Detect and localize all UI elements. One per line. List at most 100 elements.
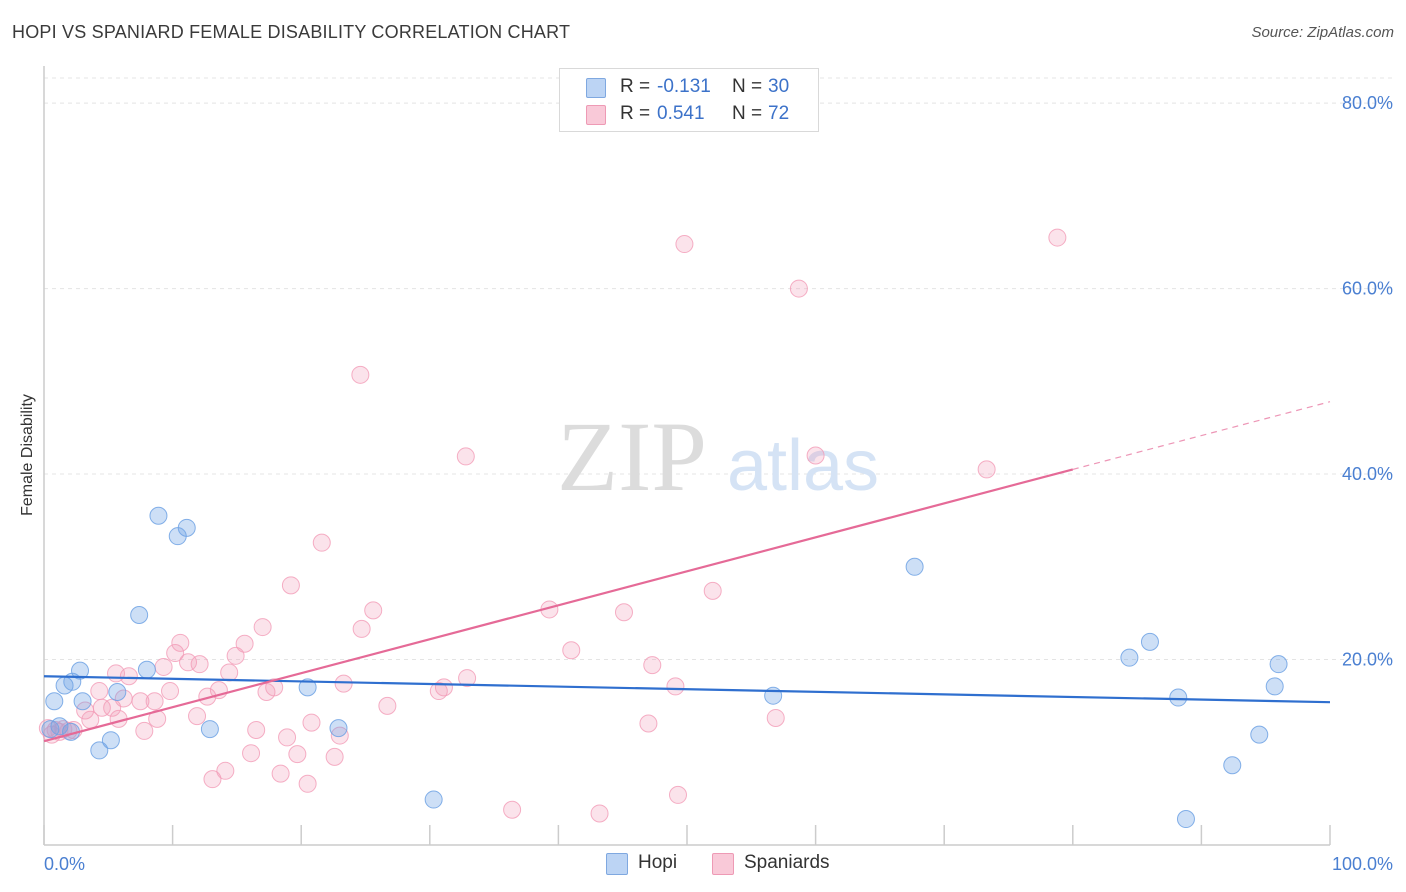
hopi-point: [200, 720, 219, 739]
hopi-point: [108, 682, 127, 701]
spaniards-trend-line: [43, 468, 1074, 743]
spaniards-point: [298, 774, 317, 793]
y-tick-label: 20.0%: [1342, 650, 1393, 670]
spaniards-point: [302, 713, 321, 732]
spaniards-point: [235, 634, 254, 653]
y-tick-label: 80.0%: [1342, 93, 1393, 113]
spaniards-point: [330, 726, 349, 745]
spaniards-point: [271, 764, 290, 783]
spaniards-point: [312, 533, 331, 552]
spaniards-point: [590, 804, 609, 823]
spaniards-point: [806, 446, 825, 465]
watermark-atlas: atlas: [727, 426, 879, 506]
y-tick-label: 60.0%: [1342, 279, 1393, 299]
hopi-point: [90, 741, 109, 760]
hopi-point: [130, 606, 149, 625]
spaniards-point: [203, 770, 222, 789]
spaniards-point: [562, 641, 581, 660]
spaniards-points: [38, 228, 1067, 823]
spaniards-point: [161, 682, 180, 701]
spaniards-point: [325, 747, 344, 766]
watermark-zip: ZIP: [557, 401, 707, 512]
spaniards-point: [188, 707, 207, 726]
spaniards-point: [789, 279, 808, 298]
spaniards-r-label: R =: [620, 103, 651, 124]
x-ticks: [43, 825, 1331, 845]
hopi-swatch: [586, 78, 606, 98]
hopi-point: [1269, 655, 1288, 674]
spaniards-point: [288, 745, 307, 764]
trend-lines: [43, 401, 1331, 743]
spaniards-point: [977, 460, 996, 479]
bottom-hopi-label: Hopi: [638, 852, 678, 873]
x-tick-label-min: 0.0%: [44, 854, 85, 874]
spaniards-point: [179, 653, 198, 672]
hopi-r-label: R =: [620, 76, 651, 97]
spaniards-trend-extension: [1072, 401, 1331, 470]
bottom-spaniards-label: Spaniards: [744, 852, 830, 873]
spaniards-point: [666, 677, 685, 696]
spaniards-point: [1048, 228, 1067, 247]
spaniards-point: [166, 644, 185, 663]
bottom-hopi-swatch: [606, 853, 628, 875]
hopi-point: [177, 518, 196, 537]
spaniards-point: [265, 678, 284, 697]
hopi-r-value: -0.131: [657, 76, 711, 97]
spaniards-point: [131, 692, 150, 711]
spaniards-point: [668, 785, 687, 804]
spaniards-point: [135, 721, 154, 740]
spaniards-point: [281, 576, 300, 595]
spaniards-point: [766, 708, 785, 727]
hopi-point: [1176, 810, 1195, 829]
spaniards-point: [614, 603, 633, 622]
spaniards-point: [639, 714, 658, 733]
hopi-n-value: 30: [768, 76, 790, 97]
hopi-n-label: N =: [732, 76, 763, 97]
spaniards-point: [119, 667, 138, 686]
x-tick-label-max: 100.0%: [1332, 854, 1393, 874]
hopi-point: [1250, 725, 1269, 744]
spaniards-point: [456, 447, 475, 466]
spaniards-r-value: 0.541: [657, 103, 705, 124]
hopi-point: [137, 660, 156, 679]
spaniards-n-label: N =: [732, 103, 763, 124]
hopi-point: [1265, 677, 1284, 696]
spaniards-point: [352, 619, 371, 638]
spaniards-point: [247, 721, 266, 740]
spaniards-point: [242, 744, 261, 763]
spaniards-point: [216, 761, 235, 780]
spaniards-point: [434, 678, 453, 697]
spaniards-swatch: [586, 105, 606, 125]
hopi-point: [905, 557, 924, 576]
hopi-point: [1120, 648, 1139, 667]
spaniards-point: [253, 618, 272, 637]
hopi-point: [149, 506, 168, 525]
spaniards-point: [643, 656, 662, 675]
spaniards-n-value: 72: [768, 103, 790, 124]
spaniards-point: [190, 655, 209, 674]
hopi-point: [298, 678, 317, 697]
hopi-point: [1223, 756, 1242, 775]
spaniards-point: [503, 800, 522, 819]
hopi-point: [1169, 688, 1188, 707]
hopi-point: [1140, 632, 1159, 651]
spaniards-point: [90, 682, 109, 701]
source-label: Source: ZipAtlas.com: [1251, 24, 1394, 41]
spaniards-point: [351, 365, 370, 384]
spaniards-point: [154, 657, 173, 676]
y-tick-labels: 20.0% 40.0% 60.0% 80.0%: [1342, 93, 1393, 669]
spaniards-point: [703, 581, 722, 600]
gridlines: [44, 77, 1393, 661]
hopi-trend-line: [43, 675, 1331, 704]
hopi-point: [424, 790, 443, 809]
spaniards-point: [92, 698, 111, 717]
spaniards-point: [675, 235, 694, 254]
hopi-point: [329, 719, 348, 738]
spaniards-point: [334, 674, 353, 693]
correlation-legend: R = -0.131 N = 30 R = 0.541 N = 72: [559, 68, 819, 132]
hopi-point: [71, 661, 90, 680]
spaniards-point: [364, 601, 383, 620]
hopi-point: [101, 731, 120, 750]
hopi-point: [73, 692, 92, 711]
